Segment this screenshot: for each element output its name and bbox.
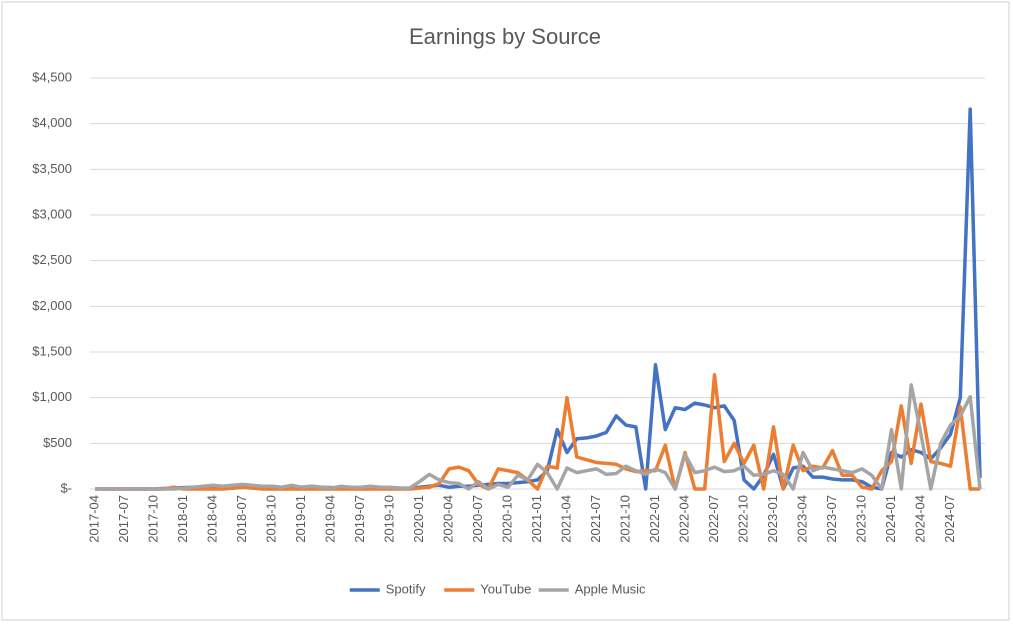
y-tick-label: $500 (43, 435, 72, 450)
x-tick-label: 2018-01 (175, 495, 190, 543)
y-tick-label: $- (60, 480, 72, 495)
y-tick-label: $1,500 (32, 343, 72, 358)
x-tick-label: 2020-07 (470, 495, 485, 543)
x-tick-label: 2017-10 (145, 495, 160, 543)
x-tick-label: 2020-10 (499, 495, 514, 543)
x-tick-label: 2019-10 (381, 495, 396, 543)
x-tick-label: 2022-01 (647, 495, 662, 543)
legend-label: YouTube (480, 581, 531, 596)
y-tick-label: $2,500 (32, 252, 72, 267)
x-tick-label: 2023-01 (765, 495, 780, 543)
x-tick-label: 2017-07 (116, 495, 131, 543)
x-tick-label: 2019-07 (352, 495, 367, 543)
y-tick-label: $4,000 (32, 115, 72, 130)
x-tick-label: 2024-01 (883, 495, 898, 543)
x-tick-label: 2022-10 (735, 495, 750, 543)
y-tick-label: $3,500 (32, 161, 72, 176)
x-tick-label: 2020-04 (440, 495, 455, 543)
x-tick-label: 2019-01 (293, 495, 308, 543)
x-tick-label: 2024-04 (912, 495, 927, 543)
y-tick-label: $4,500 (32, 69, 72, 84)
x-tick-label: 2017-04 (86, 495, 101, 543)
series-line (95, 373, 980, 491)
x-tick-label: 2018-04 (204, 495, 219, 543)
series-line (95, 383, 982, 491)
y-tick-label: $2,000 (32, 298, 72, 313)
x-tick-label: 2021-01 (529, 495, 544, 543)
x-tick-label: 2023-07 (824, 495, 839, 543)
x-tick-label: 2019-04 (322, 495, 337, 543)
legend-label: Apple Music (575, 581, 646, 596)
x-tick-label: 2024-07 (942, 495, 957, 543)
y-tick-label: $3,000 (32, 206, 72, 221)
x-tick-label: 2018-10 (263, 495, 278, 543)
chart-title: Earnings by Source (409, 24, 601, 49)
y-tick-label: $1,000 (32, 389, 72, 404)
x-tick-label: 2021-10 (617, 495, 632, 543)
x-tick-label: 2022-07 (706, 495, 721, 543)
x-tick-label: 2022-04 (676, 495, 691, 543)
legend-label: Spotify (386, 581, 426, 596)
x-tick-label: 2021-04 (558, 495, 573, 543)
x-tick-label: 2020-01 (411, 495, 426, 543)
x-tick-label: 2021-07 (588, 495, 603, 543)
x-tick-label: 2023-04 (794, 495, 809, 543)
x-tick-label: 2023-10 (853, 495, 868, 543)
x-tick-label: 2018-07 (234, 495, 249, 543)
